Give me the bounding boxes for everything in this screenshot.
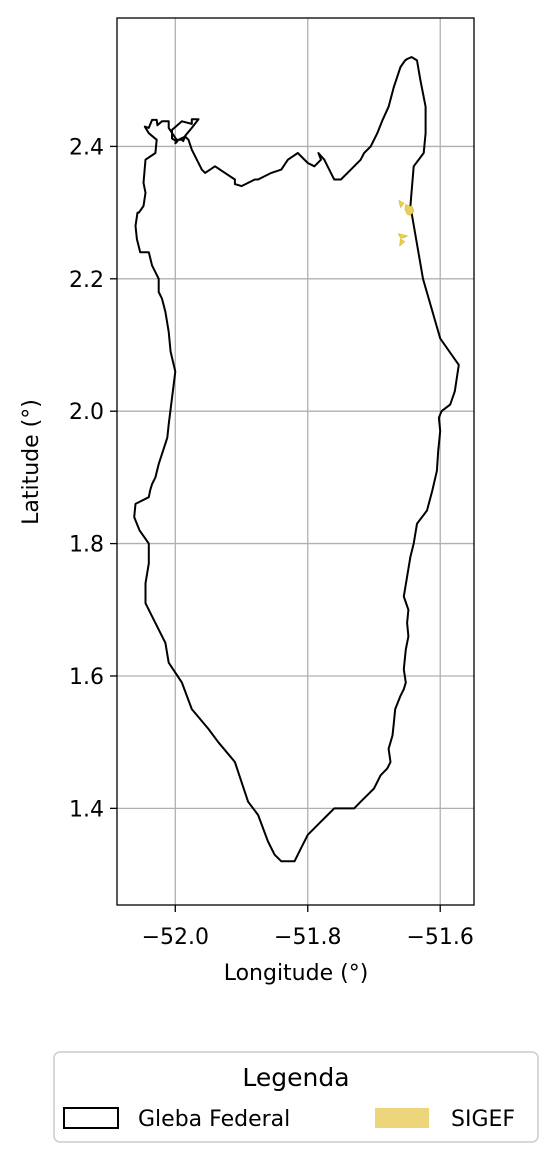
y-tick-label: 1.6 (69, 665, 104, 690)
sigef-parcel-1 (398, 199, 405, 209)
y-tick-label: 1.8 (69, 533, 104, 558)
y-tick-label: 2.2 (69, 268, 104, 293)
plot-frame (116, 17, 475, 906)
grid-layer (117, 18, 474, 905)
legend: Legenda Gleba Federal SIGEF (53, 1051, 539, 1143)
legend-swatch-gleba-federal (63, 1107, 119, 1129)
x-axis-label: Longitude (°) (224, 961, 369, 986)
x-tick-label: −51.8 (274, 925, 341, 950)
legend-swatch-sigef (375, 1108, 429, 1128)
sigef-parcel-2 (404, 204, 415, 216)
data-layer (133, 56, 460, 863)
x-tick-label: −52.0 (142, 925, 209, 950)
y-axis-label: Latitude (°) (19, 399, 44, 525)
ticks-layer: −52.0 −51.8 −51.6 1.4 1.6 1.8 2.0 2.2 2.4 (69, 135, 474, 950)
sigef-parcel-3 (397, 233, 409, 239)
x-tick-label: −51.6 (407, 925, 474, 950)
legend-label-sigef: SIGEF (451, 1107, 515, 1132)
legend-label-gleba-federal: Gleba Federal (138, 1107, 290, 1132)
y-tick-label: 2.4 (69, 135, 104, 160)
legend-title: Legenda (242, 1063, 349, 1092)
y-tick-label: 2.0 (69, 400, 104, 425)
sigef-parcel-4 (399, 238, 406, 247)
y-tick-label: 1.4 (69, 797, 104, 822)
gleba-federal-boundary (133, 56, 460, 863)
